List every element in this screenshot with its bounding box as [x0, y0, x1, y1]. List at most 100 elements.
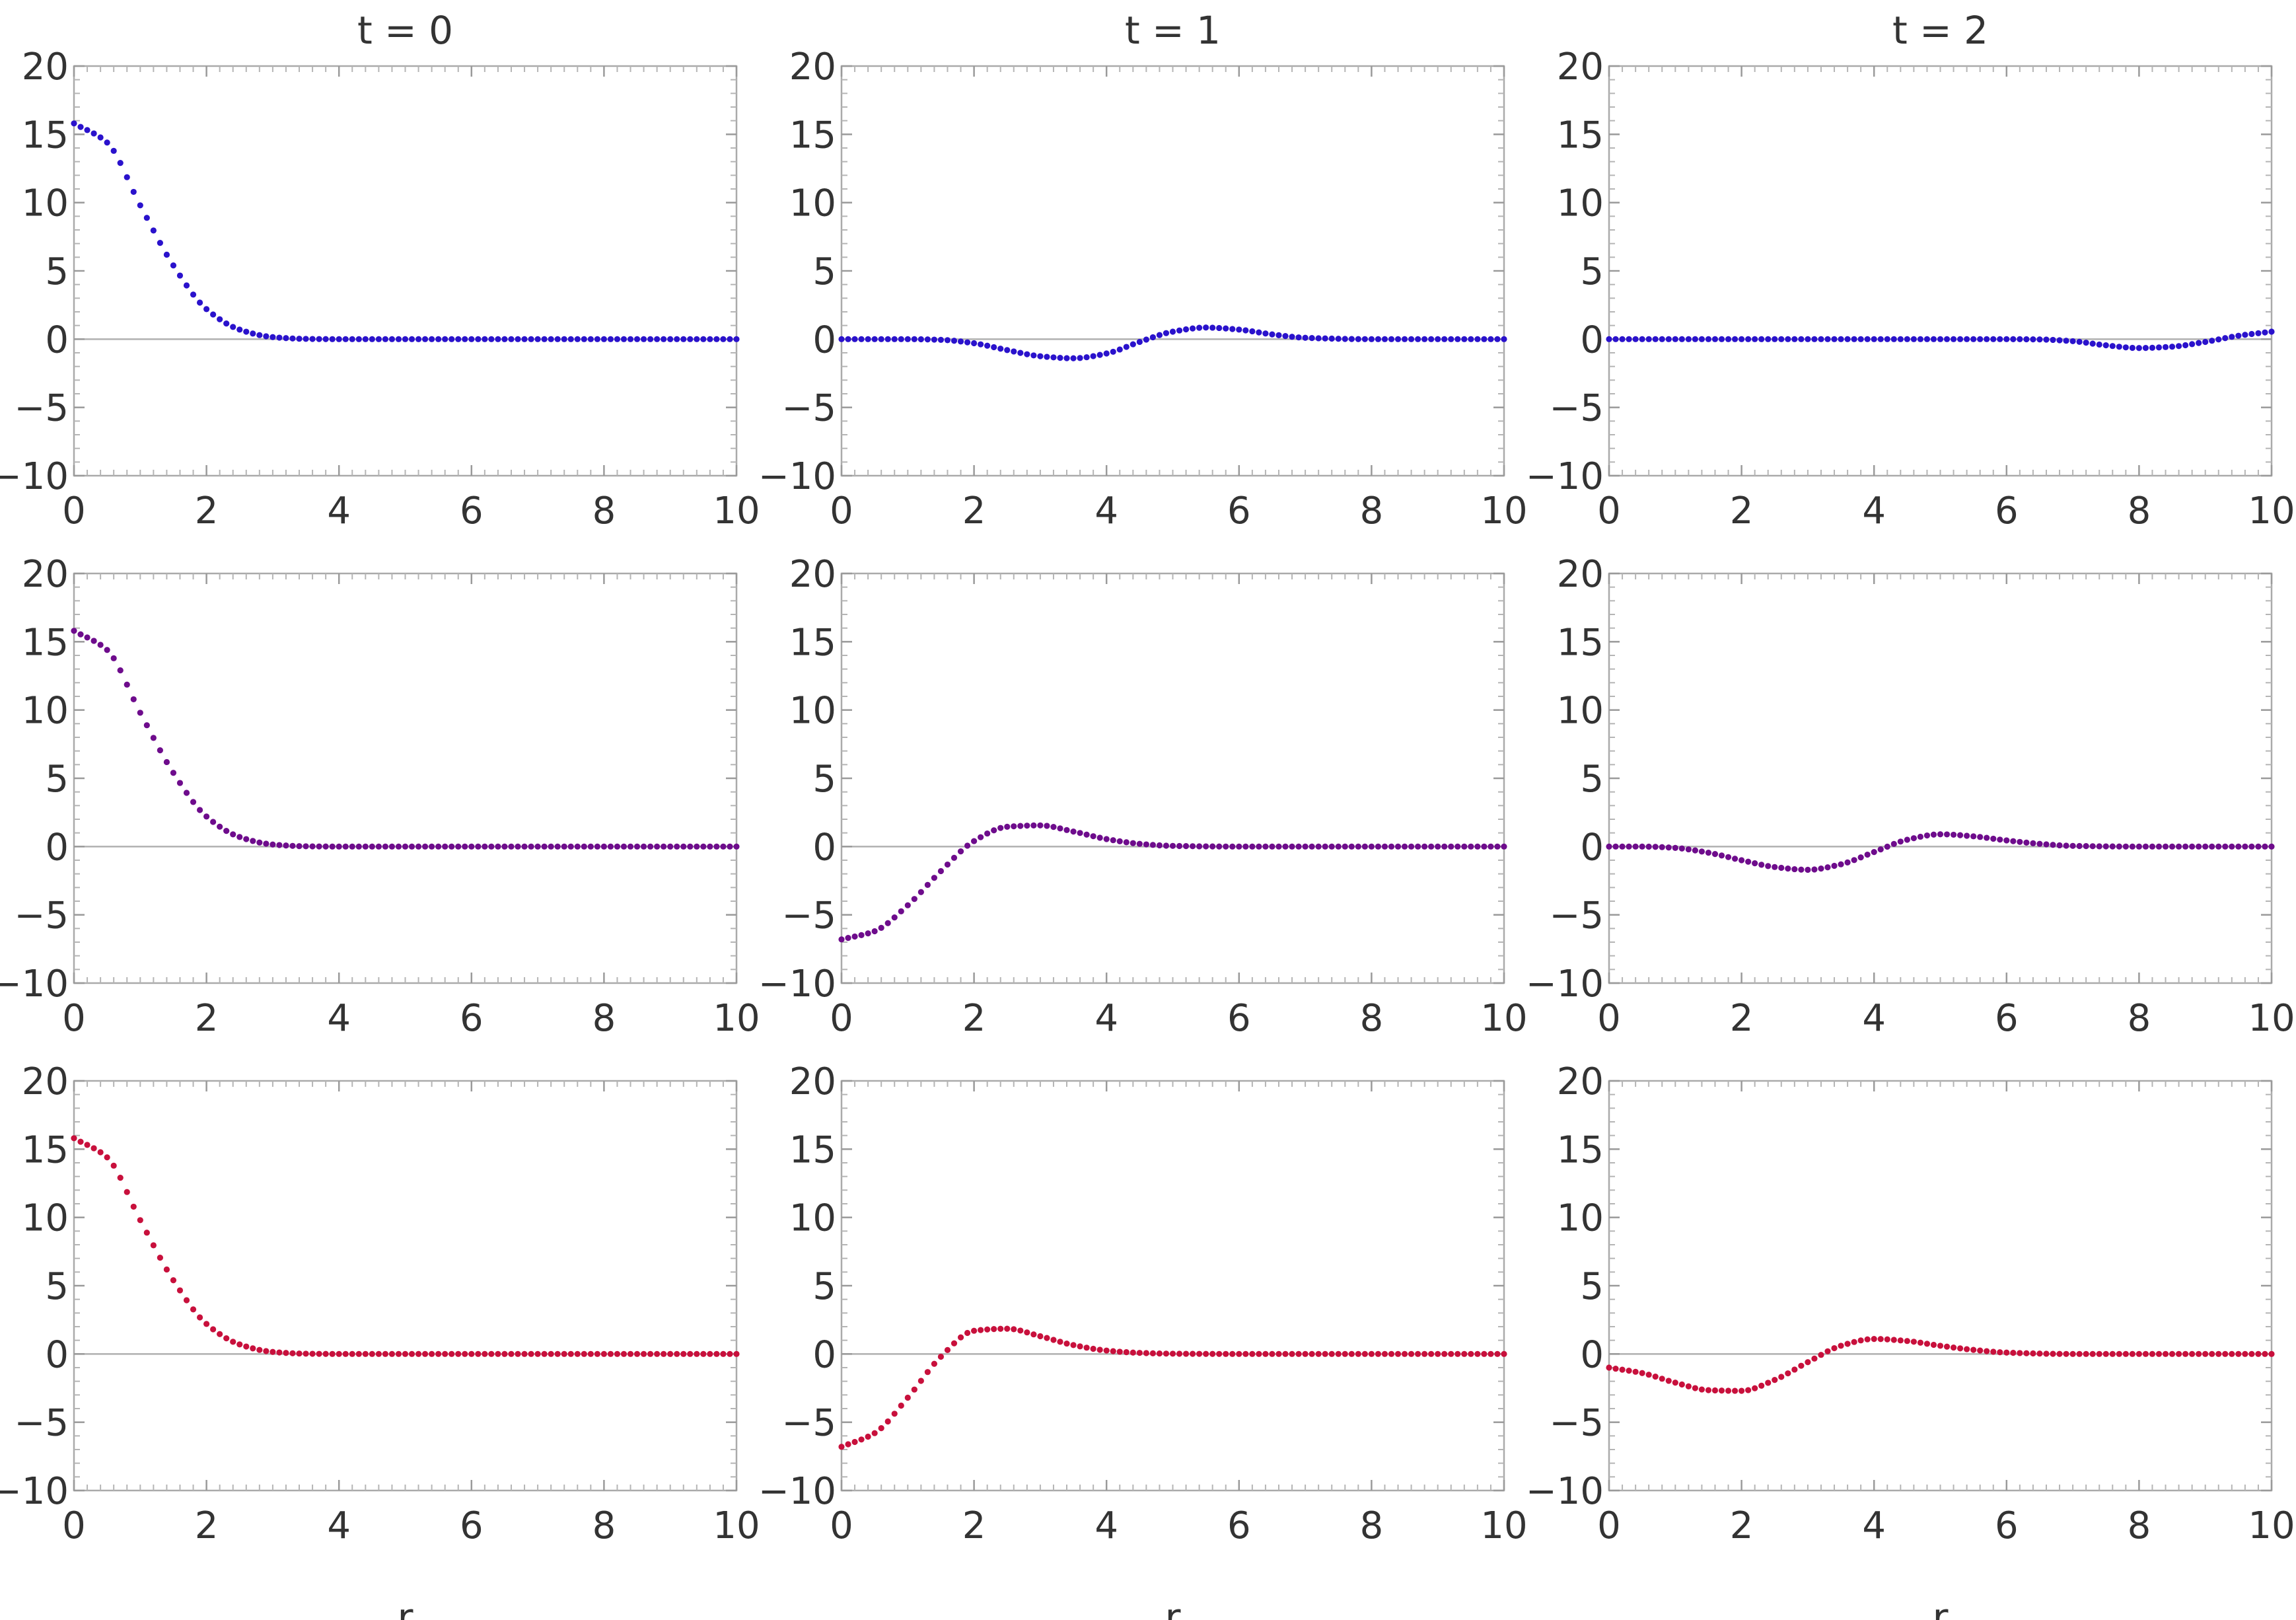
data-point: [561, 1350, 567, 1357]
data-point: [554, 1350, 561, 1357]
data-point: [2063, 338, 2069, 344]
data-point: [2122, 344, 2129, 351]
data-point: [223, 320, 230, 327]
data-point: [1844, 336, 1851, 342]
data-point: [1877, 1336, 1884, 1343]
data-point: [733, 336, 740, 342]
data-point: [521, 843, 528, 850]
data-point: [2202, 843, 2209, 850]
data-point: [687, 843, 694, 850]
data-point: [1024, 1329, 1030, 1336]
data-point: [435, 843, 442, 850]
data-point: [1824, 864, 1831, 871]
data-point: [1758, 1382, 1765, 1389]
data-point: [917, 336, 924, 343]
data-point: [1798, 866, 1805, 873]
data-point: [984, 830, 991, 837]
x-tick-label: 8: [2128, 1504, 2151, 1547]
data-point: [382, 336, 389, 342]
data-point: [1731, 336, 1739, 342]
y-tick-label: −10: [0, 1470, 69, 1513]
data-point: [90, 638, 97, 644]
data-point: [395, 843, 402, 850]
data-point: [157, 1255, 163, 1261]
data-point: [700, 336, 707, 342]
data-point: [2036, 336, 2043, 343]
data-point: [1309, 843, 1315, 850]
data-point: [937, 867, 945, 875]
column-title: t = 1: [1125, 8, 1221, 53]
data-point: [97, 1149, 104, 1156]
y-tick-label: −5: [1549, 895, 1604, 938]
data-point: [2142, 843, 2149, 850]
plot-frame: [73, 1080, 738, 1492]
data-point: [694, 336, 700, 342]
data-point: [190, 1306, 197, 1313]
data-point: [971, 1327, 978, 1334]
data-point: [1103, 350, 1110, 357]
data-point: [349, 843, 355, 850]
data-point: [574, 843, 581, 850]
data-point: [2155, 344, 2163, 351]
data-point: [2050, 1350, 2056, 1357]
data-point: [2248, 1350, 2255, 1357]
data-point: [858, 336, 865, 342]
data-point: [1428, 843, 1435, 850]
data-point: [2043, 841, 2050, 848]
data-point: [931, 1360, 938, 1367]
data-point: [1123, 344, 1130, 350]
data-point: [1639, 843, 1645, 850]
data-point: [1136, 338, 1143, 346]
data-point: [838, 1444, 845, 1450]
data-point: [196, 1314, 203, 1321]
data-point: [1705, 336, 1712, 342]
data-point: [1415, 336, 1421, 342]
data-point: [1229, 326, 1236, 332]
data-point: [620, 1350, 628, 1357]
data-point: [1619, 336, 1626, 342]
x-tick-label: 0: [830, 997, 853, 1040]
y-tick-label: −10: [758, 1470, 836, 1513]
x-tick-label: 8: [592, 997, 616, 1040]
data-point: [342, 336, 349, 342]
data-point: [468, 843, 475, 850]
x-axis-label: r: [1165, 1595, 1181, 1620]
data-point: [2135, 1350, 2142, 1357]
data-point: [1454, 336, 1461, 342]
data-point: [978, 341, 984, 348]
data-point: [1262, 1350, 1269, 1357]
data-point: [71, 120, 77, 127]
data-point: [283, 1350, 289, 1356]
data-series: [1606, 831, 2275, 873]
y-tick-label: 5: [45, 250, 69, 293]
data-point: [640, 336, 647, 342]
x-tick-label: 10: [2248, 997, 2295, 1040]
data-point: [2175, 343, 2182, 350]
data-point: [1778, 1374, 1785, 1380]
data-point: [2169, 1350, 2176, 1357]
data-point: [1156, 842, 1163, 849]
data-point: [1481, 843, 1488, 850]
data-point: [243, 836, 250, 842]
data-point: [1626, 843, 1632, 850]
data-point: [2268, 843, 2275, 850]
data-point: [2196, 843, 2202, 850]
data-point: [2096, 1350, 2102, 1357]
data-point: [1223, 325, 1229, 332]
data-point: [1361, 843, 1368, 850]
data-point: [1758, 862, 1765, 868]
data-point: [931, 875, 938, 881]
data-point: [1342, 336, 1348, 342]
data-point: [442, 336, 448, 342]
data-point: [2222, 843, 2229, 850]
y-tick-label: −10: [1526, 455, 1604, 498]
data-point: [700, 1350, 707, 1357]
data-series: [71, 1135, 740, 1357]
x-tick-label: 8: [2128, 490, 2151, 533]
data-point: [1481, 1350, 1488, 1357]
data-point: [951, 854, 958, 861]
data-point: [1408, 336, 1415, 342]
y-tick-label: −5: [781, 895, 836, 938]
data-point: [1328, 335, 1335, 342]
data-point: [2209, 338, 2215, 344]
